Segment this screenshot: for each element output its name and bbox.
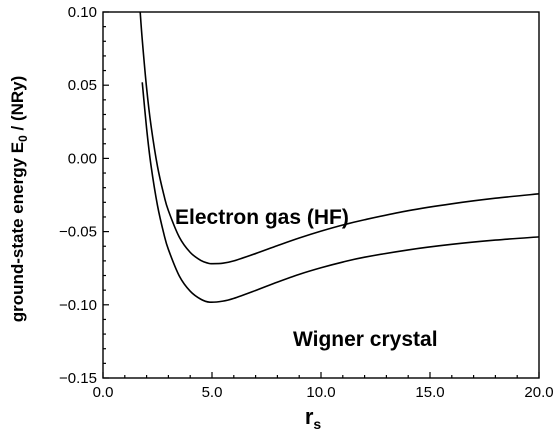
plot-frame xyxy=(102,11,540,379)
x-tick-label: 0.0 xyxy=(93,384,114,401)
x-tick-label: 20.0 xyxy=(524,384,553,401)
x-tick-label: 10.0 xyxy=(306,384,335,401)
y-tick-label: −0.10 xyxy=(59,297,97,314)
x-axis: 0.0 5.0 10.0 15.0 20.0 xyxy=(93,372,554,401)
y-tick-label: 0.10 xyxy=(68,4,97,21)
y-tick-label: 0.05 xyxy=(68,77,97,94)
annotation-wigner-crystal: Wigner crystal xyxy=(293,328,438,351)
y-axis: −0.15 −0.10 −0.05 0.00 0.05 0.10 xyxy=(59,4,109,387)
y-tick-label: −0.15 xyxy=(59,370,97,387)
y-tick-label: −0.05 xyxy=(59,224,97,241)
x-tick-label: 15.0 xyxy=(415,384,444,401)
y-axis-label: ground-state energy E0 / (NRy) xyxy=(8,76,30,323)
x-axis-label: rs xyxy=(305,404,322,432)
series-line-electron-gas xyxy=(139,12,539,265)
x-tick-label: 5.0 xyxy=(202,384,223,401)
series-line-wigner-crystal xyxy=(141,82,539,304)
annotation-electron-gas: Electron gas (HF) xyxy=(175,206,349,229)
y-tick-label: 0.00 xyxy=(68,150,97,167)
plot-area xyxy=(139,12,539,304)
